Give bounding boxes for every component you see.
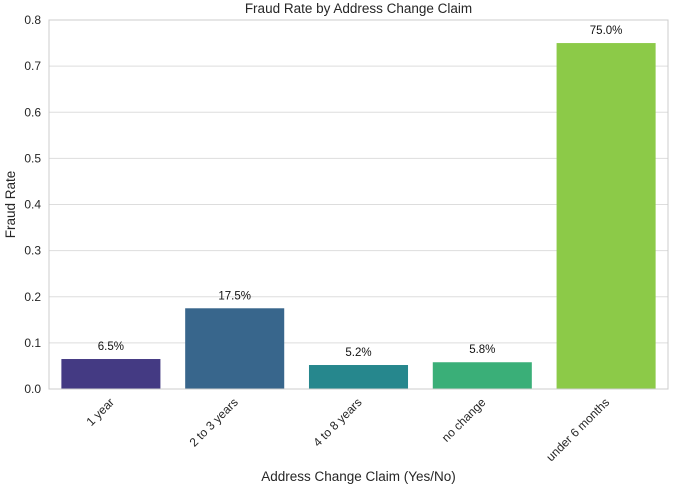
y-tick-label: 0.8 bbox=[24, 13, 41, 27]
y-tick-label: 0.3 bbox=[24, 244, 41, 258]
chart-title: Fraud Rate by Address Change Claim bbox=[245, 1, 472, 16]
bar bbox=[308, 365, 409, 389]
y-tick-label: 0.2 bbox=[24, 290, 41, 304]
bar-data-label: 17.5% bbox=[218, 290, 251, 302]
y-tick-label: 0.6 bbox=[24, 105, 41, 119]
x-tick-label: no change bbox=[439, 395, 489, 445]
bar-data-label: 6.5% bbox=[98, 341, 124, 353]
x-axis-ticks: 1 year 2 to 3 years 4 to 8 years no change u… bbox=[84, 395, 613, 464]
bar bbox=[556, 43, 656, 389]
bar-data-label: 5.2% bbox=[345, 347, 371, 359]
y-tick-label: 0.0 bbox=[24, 382, 41, 396]
y-axis-ticks: 0.0 0.1 0.2 0.3 0.4 0.5 0.6 0.7 0.8 bbox=[24, 13, 41, 396]
data-labels-layer: 6.5% 17.5% 5.2% 5.8% 75.0% bbox=[98, 25, 623, 359]
y-axis-title: Fraud Rate bbox=[3, 171, 18, 239]
bar bbox=[61, 359, 161, 389]
bar bbox=[185, 308, 285, 389]
bars-layer bbox=[61, 43, 656, 389]
x-tick-label: 1 year bbox=[84, 395, 117, 428]
bar bbox=[432, 362, 532, 389]
bar-data-label: 5.8% bbox=[469, 344, 495, 356]
x-tick-label: 2 to 3 years bbox=[187, 395, 241, 449]
y-tick-label: 0.4 bbox=[24, 198, 41, 212]
bar-data-label: 75.0% bbox=[590, 25, 623, 37]
x-axis-title: Address Change Claim (Yes/No) bbox=[261, 469, 456, 484]
y-tick-label: 0.7 bbox=[24, 59, 41, 73]
y-tick-label: 0.1 bbox=[24, 336, 41, 350]
x-tick-label: 4 to 8 years bbox=[310, 395, 364, 449]
y-tick-label: 0.5 bbox=[24, 151, 41, 165]
x-tick-label: under 6 months bbox=[543, 395, 612, 464]
plot-frame bbox=[48, 19, 669, 390]
